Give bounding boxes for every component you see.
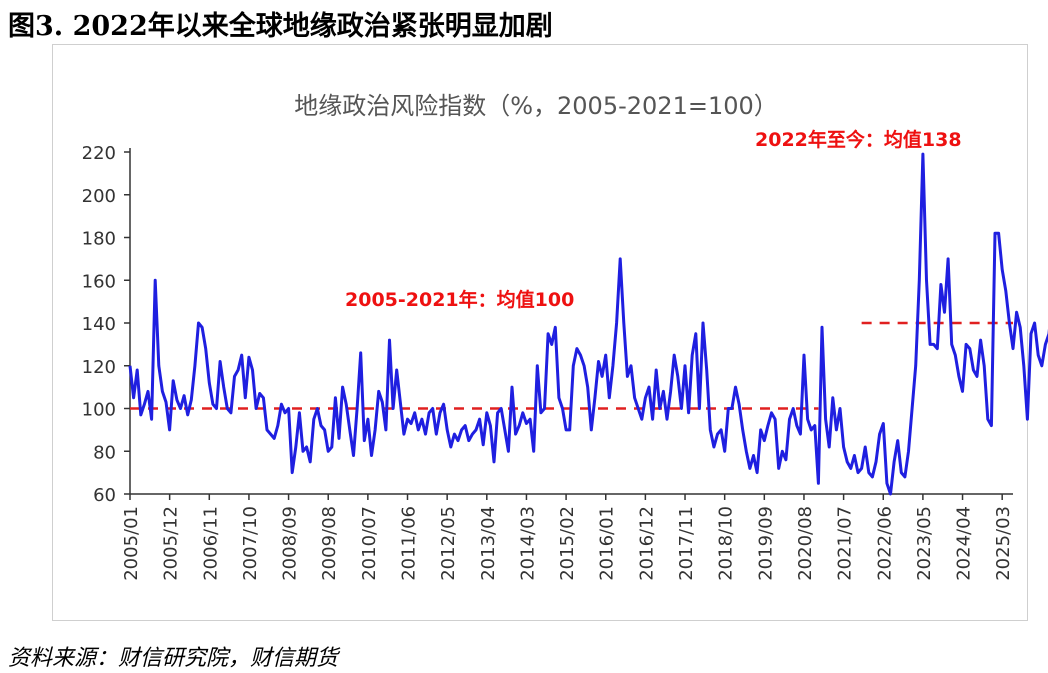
annotation-mean-2005-2021: 2005-2021年：均值100 bbox=[345, 288, 574, 311]
x-tick-label: 2025/03 bbox=[993, 506, 1014, 581]
y-tick-label: 180 bbox=[82, 229, 116, 250]
y-tick-label: 60 bbox=[93, 485, 116, 506]
x-tick-label: 2021/07 bbox=[835, 506, 856, 581]
x-tick-label: 2005/12 bbox=[161, 506, 182, 581]
annotation-mean-2022-now: 2022年至今：均值138 bbox=[755, 128, 962, 151]
x-tick-label: 2023/05 bbox=[914, 506, 935, 581]
x-tick-label: 2020/08 bbox=[795, 506, 816, 581]
x-tick-label: 2022/06 bbox=[874, 506, 895, 581]
y-tick-label: 160 bbox=[82, 271, 116, 292]
x-tick-label: 2005/01 bbox=[121, 506, 142, 581]
x-tick-label: 2024/04 bbox=[954, 506, 975, 581]
chart-frame bbox=[52, 44, 1028, 621]
y-axis: 220 200 180 160 140 120 100 80 60 bbox=[82, 143, 131, 506]
source-note: 资料来源：财信研究院，财信期货 bbox=[8, 646, 339, 671]
x-tick-label: 2012/05 bbox=[438, 506, 459, 581]
x-tick-label: 2016/01 bbox=[597, 506, 618, 581]
y-tick-label: 80 bbox=[93, 442, 116, 463]
x-tick-label: 2008/09 bbox=[280, 506, 301, 581]
x-tick-label: 2007/10 bbox=[240, 506, 261, 581]
x-tick-label: 2015/02 bbox=[557, 506, 578, 581]
x-tick-label: 2014/03 bbox=[517, 506, 538, 581]
x-tick-label: 2016/12 bbox=[636, 506, 657, 581]
x-tick-label: 2011/06 bbox=[399, 506, 420, 581]
x-tick-label: 2006/11 bbox=[200, 506, 221, 581]
x-tick-label: 2010/07 bbox=[359, 506, 380, 581]
x-tick-label: 2013/04 bbox=[478, 506, 499, 581]
figure-title: 图3. 2022年以来全球地缘政治紧张明显加剧 bbox=[8, 11, 553, 42]
series-line bbox=[128, 152, 1048, 496]
y-tick-label: 200 bbox=[82, 186, 116, 207]
x-tick-label: 2019/09 bbox=[755, 506, 776, 581]
x-tick-label: 2017/11 bbox=[676, 506, 697, 581]
y-tick-label: 140 bbox=[82, 314, 116, 335]
y-tick-label: 100 bbox=[82, 400, 116, 421]
chart-title: 地缘政治风险指数（%，2005-2021=100） bbox=[294, 92, 778, 120]
x-tick-label: 2018/10 bbox=[716, 506, 737, 581]
y-tick-label: 220 bbox=[82, 143, 116, 164]
series-layer bbox=[128, 152, 1048, 496]
x-tick-label: 2009/08 bbox=[319, 506, 340, 581]
x-axis: 2005/01 2005/12 2006/11 2007/10 2008/09 2009/… bbox=[121, 493, 1014, 581]
y-tick-label: 120 bbox=[82, 357, 116, 378]
